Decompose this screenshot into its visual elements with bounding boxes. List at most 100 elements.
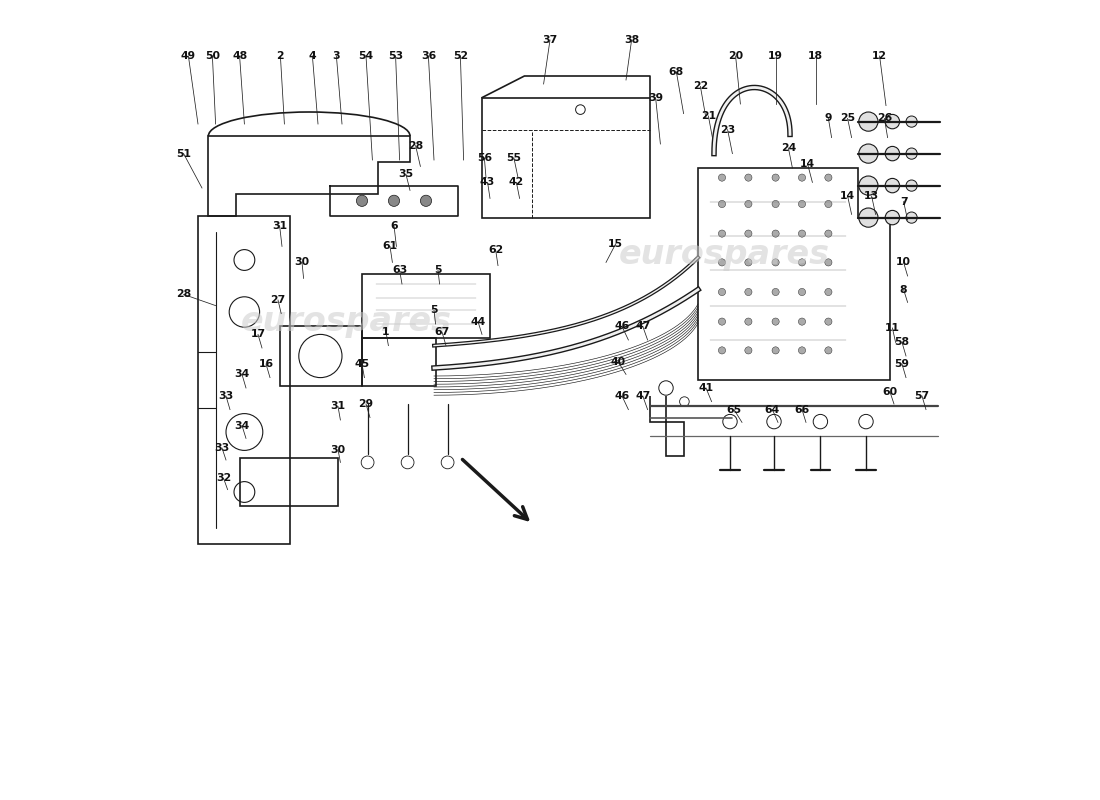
Text: 25: 25 [840,114,855,123]
Text: 40: 40 [610,357,626,366]
Text: 6: 6 [390,221,398,230]
Circle shape [799,346,805,354]
Text: 57: 57 [914,391,929,401]
Text: 52: 52 [453,51,468,61]
Text: 53: 53 [388,51,404,61]
Circle shape [906,212,917,223]
Text: 58: 58 [894,338,910,347]
Text: 55: 55 [506,154,521,163]
Text: 23: 23 [720,125,735,134]
Circle shape [745,200,752,208]
Text: 61: 61 [383,242,397,251]
Text: 36: 36 [421,51,436,61]
Circle shape [772,200,779,208]
Text: 14: 14 [840,191,855,201]
Circle shape [825,258,832,266]
Text: 66: 66 [794,405,810,414]
Circle shape [745,258,752,266]
Text: 34: 34 [234,421,250,430]
Text: 1: 1 [383,327,389,337]
Circle shape [859,112,878,131]
Text: 46: 46 [615,322,629,331]
Text: 49: 49 [180,51,196,61]
Circle shape [799,288,805,296]
Circle shape [799,230,805,238]
Text: 44: 44 [471,317,485,326]
Text: 38: 38 [624,35,639,45]
Text: 37: 37 [542,35,558,45]
Circle shape [825,200,832,208]
Text: 31: 31 [330,402,345,411]
Text: 42: 42 [509,178,524,187]
Circle shape [718,174,726,182]
Text: 64: 64 [764,405,780,414]
Text: 65: 65 [726,405,741,414]
Circle shape [772,346,779,354]
Text: 30: 30 [295,258,309,267]
Text: 50: 50 [205,51,220,61]
Text: 41: 41 [698,383,714,393]
Text: 17: 17 [251,330,265,339]
Circle shape [772,258,779,266]
Text: 34: 34 [234,370,250,379]
Circle shape [718,258,726,266]
Circle shape [886,210,900,225]
Text: 10: 10 [896,258,911,267]
Circle shape [825,174,832,182]
Text: 19: 19 [768,51,783,61]
Text: 24: 24 [781,143,796,153]
Circle shape [886,178,900,193]
Text: 27: 27 [271,295,286,305]
Text: 5: 5 [434,266,442,275]
Circle shape [420,195,431,206]
Circle shape [906,116,917,127]
Circle shape [745,318,752,326]
Text: eurospares: eurospares [241,305,451,338]
Circle shape [825,288,832,296]
Text: 13: 13 [864,191,879,201]
Text: 47: 47 [635,322,650,331]
Text: 15: 15 [608,239,623,249]
Circle shape [388,195,399,206]
Circle shape [799,318,805,326]
Circle shape [745,174,752,182]
Text: 67: 67 [434,327,450,337]
Text: 54: 54 [359,51,374,61]
Text: 7: 7 [900,197,908,206]
Text: 68: 68 [669,67,684,77]
Text: 26: 26 [877,114,892,123]
Circle shape [745,230,752,238]
Text: 56: 56 [476,154,492,163]
Circle shape [825,230,832,238]
Text: 20: 20 [728,51,744,61]
Circle shape [745,346,752,354]
Circle shape [745,288,752,296]
Circle shape [825,346,832,354]
Circle shape [718,288,726,296]
Circle shape [772,230,779,238]
Text: 12: 12 [872,51,888,61]
Text: 3: 3 [332,51,340,61]
Circle shape [799,200,805,208]
Text: 39: 39 [648,93,663,102]
Text: 47: 47 [635,391,650,401]
Text: 35: 35 [398,170,414,179]
Text: 14: 14 [800,159,815,169]
Circle shape [906,148,917,159]
Circle shape [859,176,878,195]
Text: 45: 45 [354,359,370,369]
Circle shape [886,146,900,161]
Text: 16: 16 [258,359,274,369]
Text: 2: 2 [276,51,284,61]
Text: 29: 29 [359,399,374,409]
Text: 51: 51 [176,149,191,158]
Text: 60: 60 [882,387,898,397]
Text: 18: 18 [808,51,823,61]
Circle shape [718,346,726,354]
Circle shape [772,174,779,182]
Text: 28: 28 [176,290,191,299]
Circle shape [718,318,726,326]
Circle shape [772,318,779,326]
Text: 32: 32 [216,474,231,483]
Circle shape [772,288,779,296]
